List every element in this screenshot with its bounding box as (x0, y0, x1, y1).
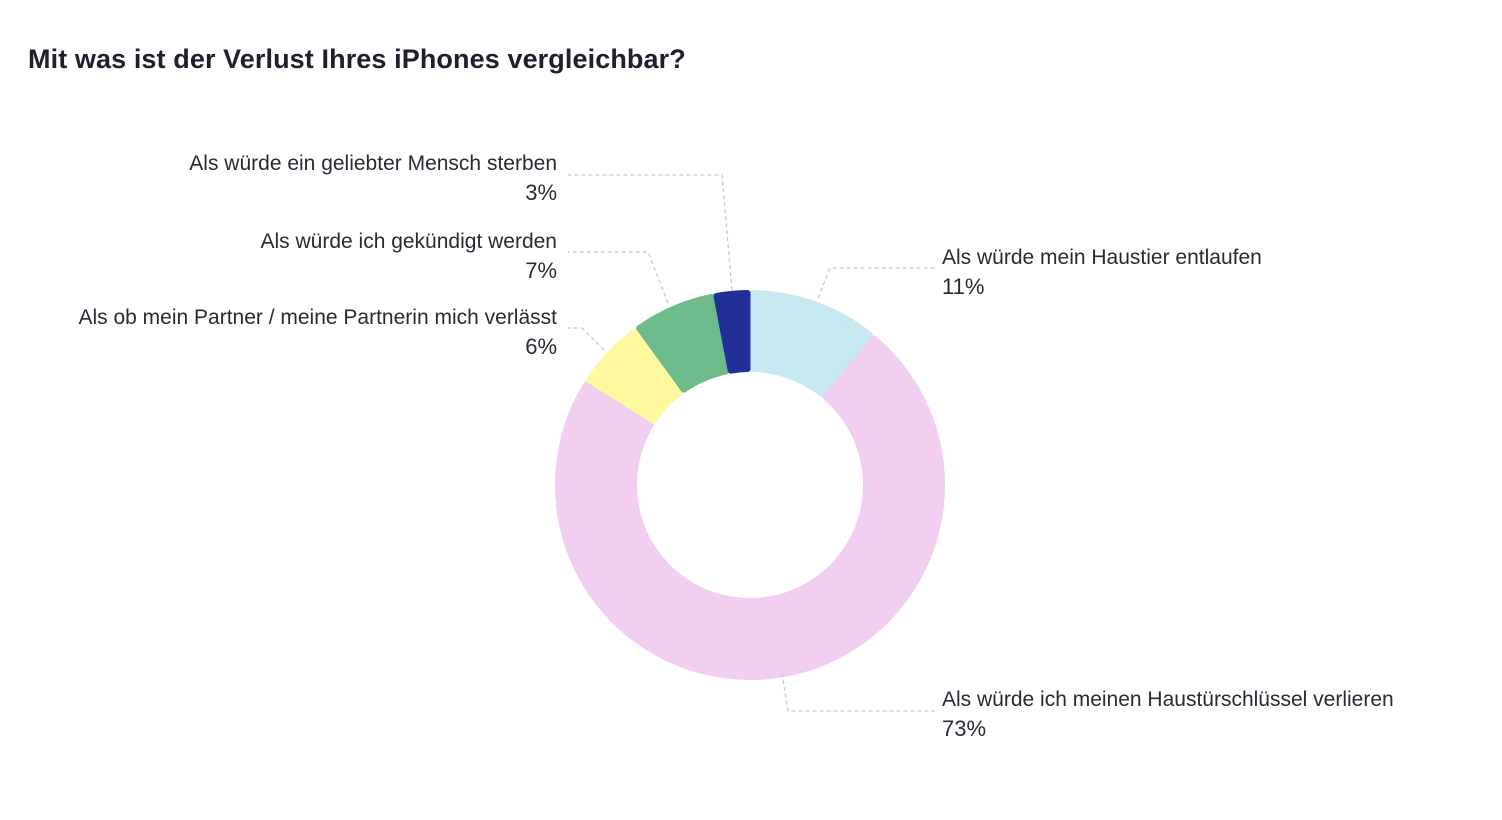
slice-label: Als würde mein Haustier entlaufen (942, 246, 1262, 269)
leader-line (781, 672, 935, 712)
leader-line (568, 327, 605, 351)
slice-label: Als ob mein Partner / meine Partnerin mi… (78, 306, 557, 329)
slice-als-würde-ich-meinen-haustürschlüssel-verlieren[interactable] (555, 335, 945, 680)
slice-value-label: 7% (525, 258, 557, 283)
slice-value-label: 11% (942, 274, 984, 299)
donut-slices (555, 290, 945, 680)
slice-value-label: 6% (525, 334, 557, 359)
leader-line (817, 267, 935, 299)
slice-value-label: 3% (525, 180, 557, 205)
slice-als-würde-ein-geliebter-mensch-sterben[interactable] (713, 290, 751, 374)
slice-label: Als würde ich meinen Haustürschlüssel ve… (942, 688, 1394, 711)
leader-line (568, 174, 733, 291)
slice-label: Als würde ein geliebter Mensch sterben (189, 152, 557, 175)
leader-lines (568, 174, 935, 712)
slice-als-würde-mein-haustier-entlaufen[interactable] (749, 290, 874, 398)
slice-label: Als würde ich gekündigt werden (260, 230, 557, 253)
slice-value-label: 73% (942, 716, 986, 741)
leader-line (568, 251, 669, 304)
slice-als-ob-mein-partner-meine-partnerin-mich-verlässt[interactable] (586, 328, 683, 424)
slice-als-würde-ich-gekündigt-werden[interactable] (636, 293, 729, 393)
chart-title: Mit was ist der Verlust Ihres iPhones ve… (28, 44, 686, 74)
slice-labels: Als würde mein Haustier entlaufen 11% Als … (78, 152, 1393, 741)
